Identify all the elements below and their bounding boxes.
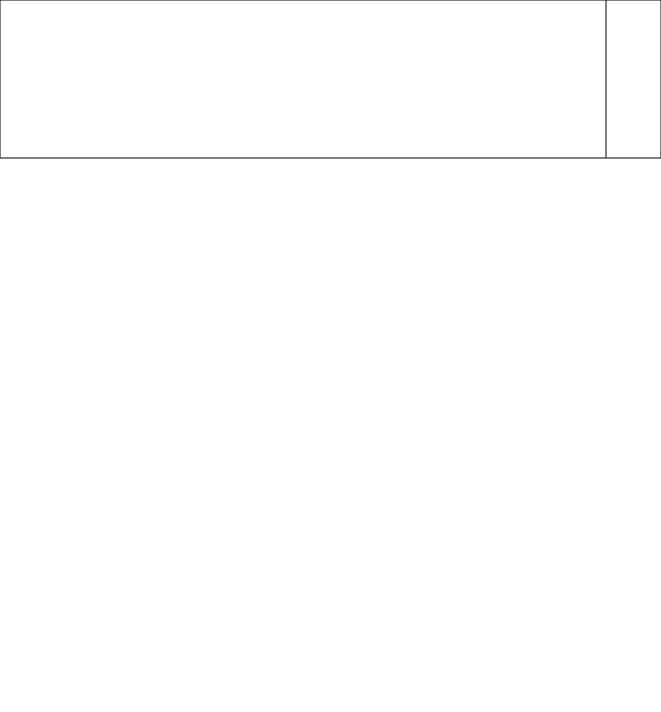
osc-panel [0,0,606,158]
stock-chart [0,0,661,712]
